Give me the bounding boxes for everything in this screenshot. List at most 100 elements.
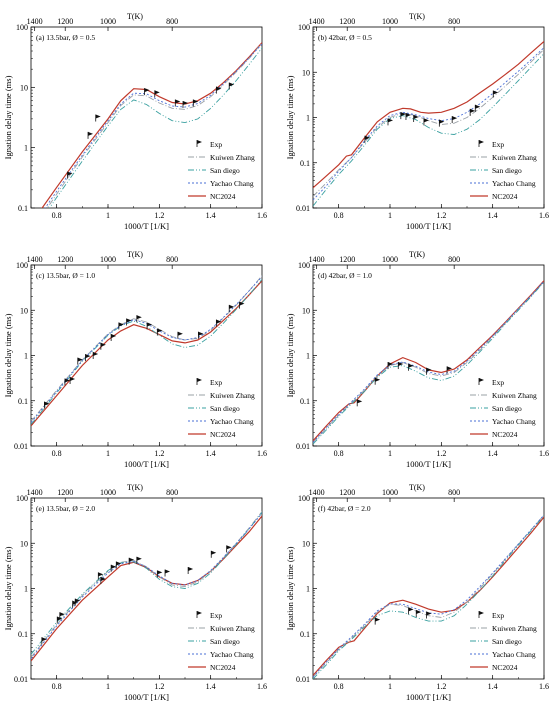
- y-tick-label: 1: [24, 585, 28, 594]
- legend-label: Exp: [210, 378, 222, 387]
- series-line-kuiwen-zhang: [46, 42, 262, 208]
- series-line-san-diego: [31, 279, 262, 425]
- exp-marker: [95, 114, 101, 122]
- top-tick-label: 1400: [309, 17, 325, 26]
- exp-marker: [387, 118, 393, 126]
- y-tick-label: 0.1: [300, 159, 310, 168]
- exp-marker: [387, 362, 393, 370]
- x-axis-title: 1000/T [1/K]: [406, 692, 451, 702]
- y-tick-label: 100: [16, 494, 28, 503]
- top-tick-label: 1000: [382, 17, 398, 26]
- exp-marker: [228, 82, 235, 90]
- series-line-yachao-chang: [313, 47, 544, 201]
- y-tick-label: 0.01: [296, 675, 310, 684]
- exp-marker: [110, 333, 117, 341]
- exp-marker: [215, 86, 222, 94]
- x-tick-label: 1.2: [436, 211, 446, 220]
- y-tick-label: 0.01: [14, 442, 28, 451]
- legend-label: Exp: [210, 611, 222, 620]
- panel-annotation: (c) 13.5bar, Ø = 1.0: [36, 271, 95, 280]
- y-axis-title: Ignation delay time (ms): [285, 546, 295, 630]
- exp-marker: [451, 116, 458, 124]
- exp-marker: [197, 331, 204, 339]
- exp-marker: [92, 352, 99, 359]
- exp-marker-flag: [475, 104, 481, 109]
- x-tick-label: 1.2: [154, 449, 164, 458]
- top-axis-title: T(K): [409, 250, 425, 259]
- exp-marker-flag: [154, 90, 160, 95]
- legend-label: Kuiwen Zhang: [492, 624, 537, 633]
- exp-marker-flag: [144, 88, 150, 93]
- x-axis-title: 1000/T [1/K]: [124, 692, 169, 702]
- legend-label: San diego: [210, 404, 240, 413]
- exp-marker-flag: [400, 112, 406, 117]
- legend-label: NC2024: [492, 430, 518, 439]
- legend-label: Yachao Chang: [210, 417, 254, 426]
- series-line-nc2024: [31, 280, 262, 427]
- top-tick-label: 1400: [309, 255, 325, 264]
- y-tick-label: 0.01: [296, 442, 310, 451]
- exp-marker-flag: [388, 118, 393, 123]
- x-tick-label: 1: [106, 211, 110, 220]
- y-tick-label: 100: [298, 261, 310, 270]
- exp-marker-flag: [239, 301, 245, 306]
- exp-marker-flag: [129, 557, 135, 562]
- exp-marker-flag: [126, 318, 132, 323]
- exp-marker: [405, 113, 411, 121]
- series-line-nc2024: [313, 40, 544, 189]
- exp-marker-flag: [136, 315, 142, 320]
- legend-exp-flag: [197, 378, 202, 382]
- x-tick-label: 1.6: [257, 449, 267, 458]
- top-tick-label: 800: [448, 17, 460, 26]
- top-tick-label: 1200: [57, 17, 73, 26]
- exp-marker: [128, 557, 135, 565]
- exp-marker: [374, 617, 381, 625]
- x-tick-label: 1.6: [539, 211, 549, 220]
- x-tick-label: 1.4: [488, 682, 498, 691]
- y-tick-label: 100: [298, 23, 310, 32]
- exp-marker: [41, 637, 47, 645]
- panel-e: 0.8 1 1.2 1.4 1.6 1400 1200 1000 800 T(K) 0.01 0.1 1…: [3, 483, 267, 702]
- y-tick-label: 10: [20, 539, 28, 548]
- y-tick-label: 0.1: [18, 630, 28, 639]
- y-tick-label: 0.1: [18, 397, 28, 406]
- legend: Exp Kuiwen Zhang San diego Yachao Chang NC20…: [188, 378, 255, 439]
- exp-marker-flag: [183, 100, 188, 105]
- top-tick-label: 800: [166, 255, 178, 264]
- exp-marker-flag: [157, 328, 163, 333]
- exp-marker: [64, 378, 70, 386]
- exp-marker: [69, 377, 76, 385]
- exp-marker-flag: [375, 617, 381, 622]
- exp-marker-flag: [64, 378, 70, 383]
- legend-label: Yachao Chang: [492, 417, 536, 426]
- x-tick-label: 1: [388, 682, 392, 691]
- x-tick-label: 1.2: [436, 449, 446, 458]
- exp-marker: [192, 99, 199, 107]
- top-tick-label: 1400: [27, 17, 43, 26]
- x-tick-label: 1.6: [539, 682, 549, 691]
- top-tick-label: 1400: [27, 488, 43, 497]
- exp-marker-flag: [398, 362, 404, 367]
- exp-marker: [174, 99, 181, 107]
- exp-marker: [100, 342, 106, 350]
- legend-label: Exp: [492, 611, 504, 620]
- top-axis-title: T(K): [409, 483, 425, 492]
- series-line-san-diego: [313, 515, 544, 679]
- legend: Exp Kuiwen Zhang San diego Yachao Chang NC20…: [470, 378, 537, 439]
- exp-marker: [59, 612, 65, 620]
- top-tick-label: 1000: [100, 255, 116, 264]
- top-tick-label: 1200: [339, 17, 355, 26]
- exp-marker-flag: [470, 108, 476, 113]
- series-line-yachao-chang: [31, 276, 262, 423]
- exp-marker: [177, 331, 183, 339]
- exp-marker: [87, 131, 94, 139]
- y-tick-label: 100: [298, 494, 310, 503]
- exp-marker: [118, 322, 124, 330]
- top-tick-label: 1000: [100, 17, 116, 26]
- legend-label: Exp: [492, 378, 504, 387]
- panel-annotation: (d) 42bar, Ø = 1.0: [318, 271, 372, 280]
- exp-marker: [426, 367, 432, 375]
- top-tick-label: 800: [166, 488, 178, 497]
- exp-marker: [136, 315, 142, 323]
- exp-marker-flag: [405, 113, 411, 118]
